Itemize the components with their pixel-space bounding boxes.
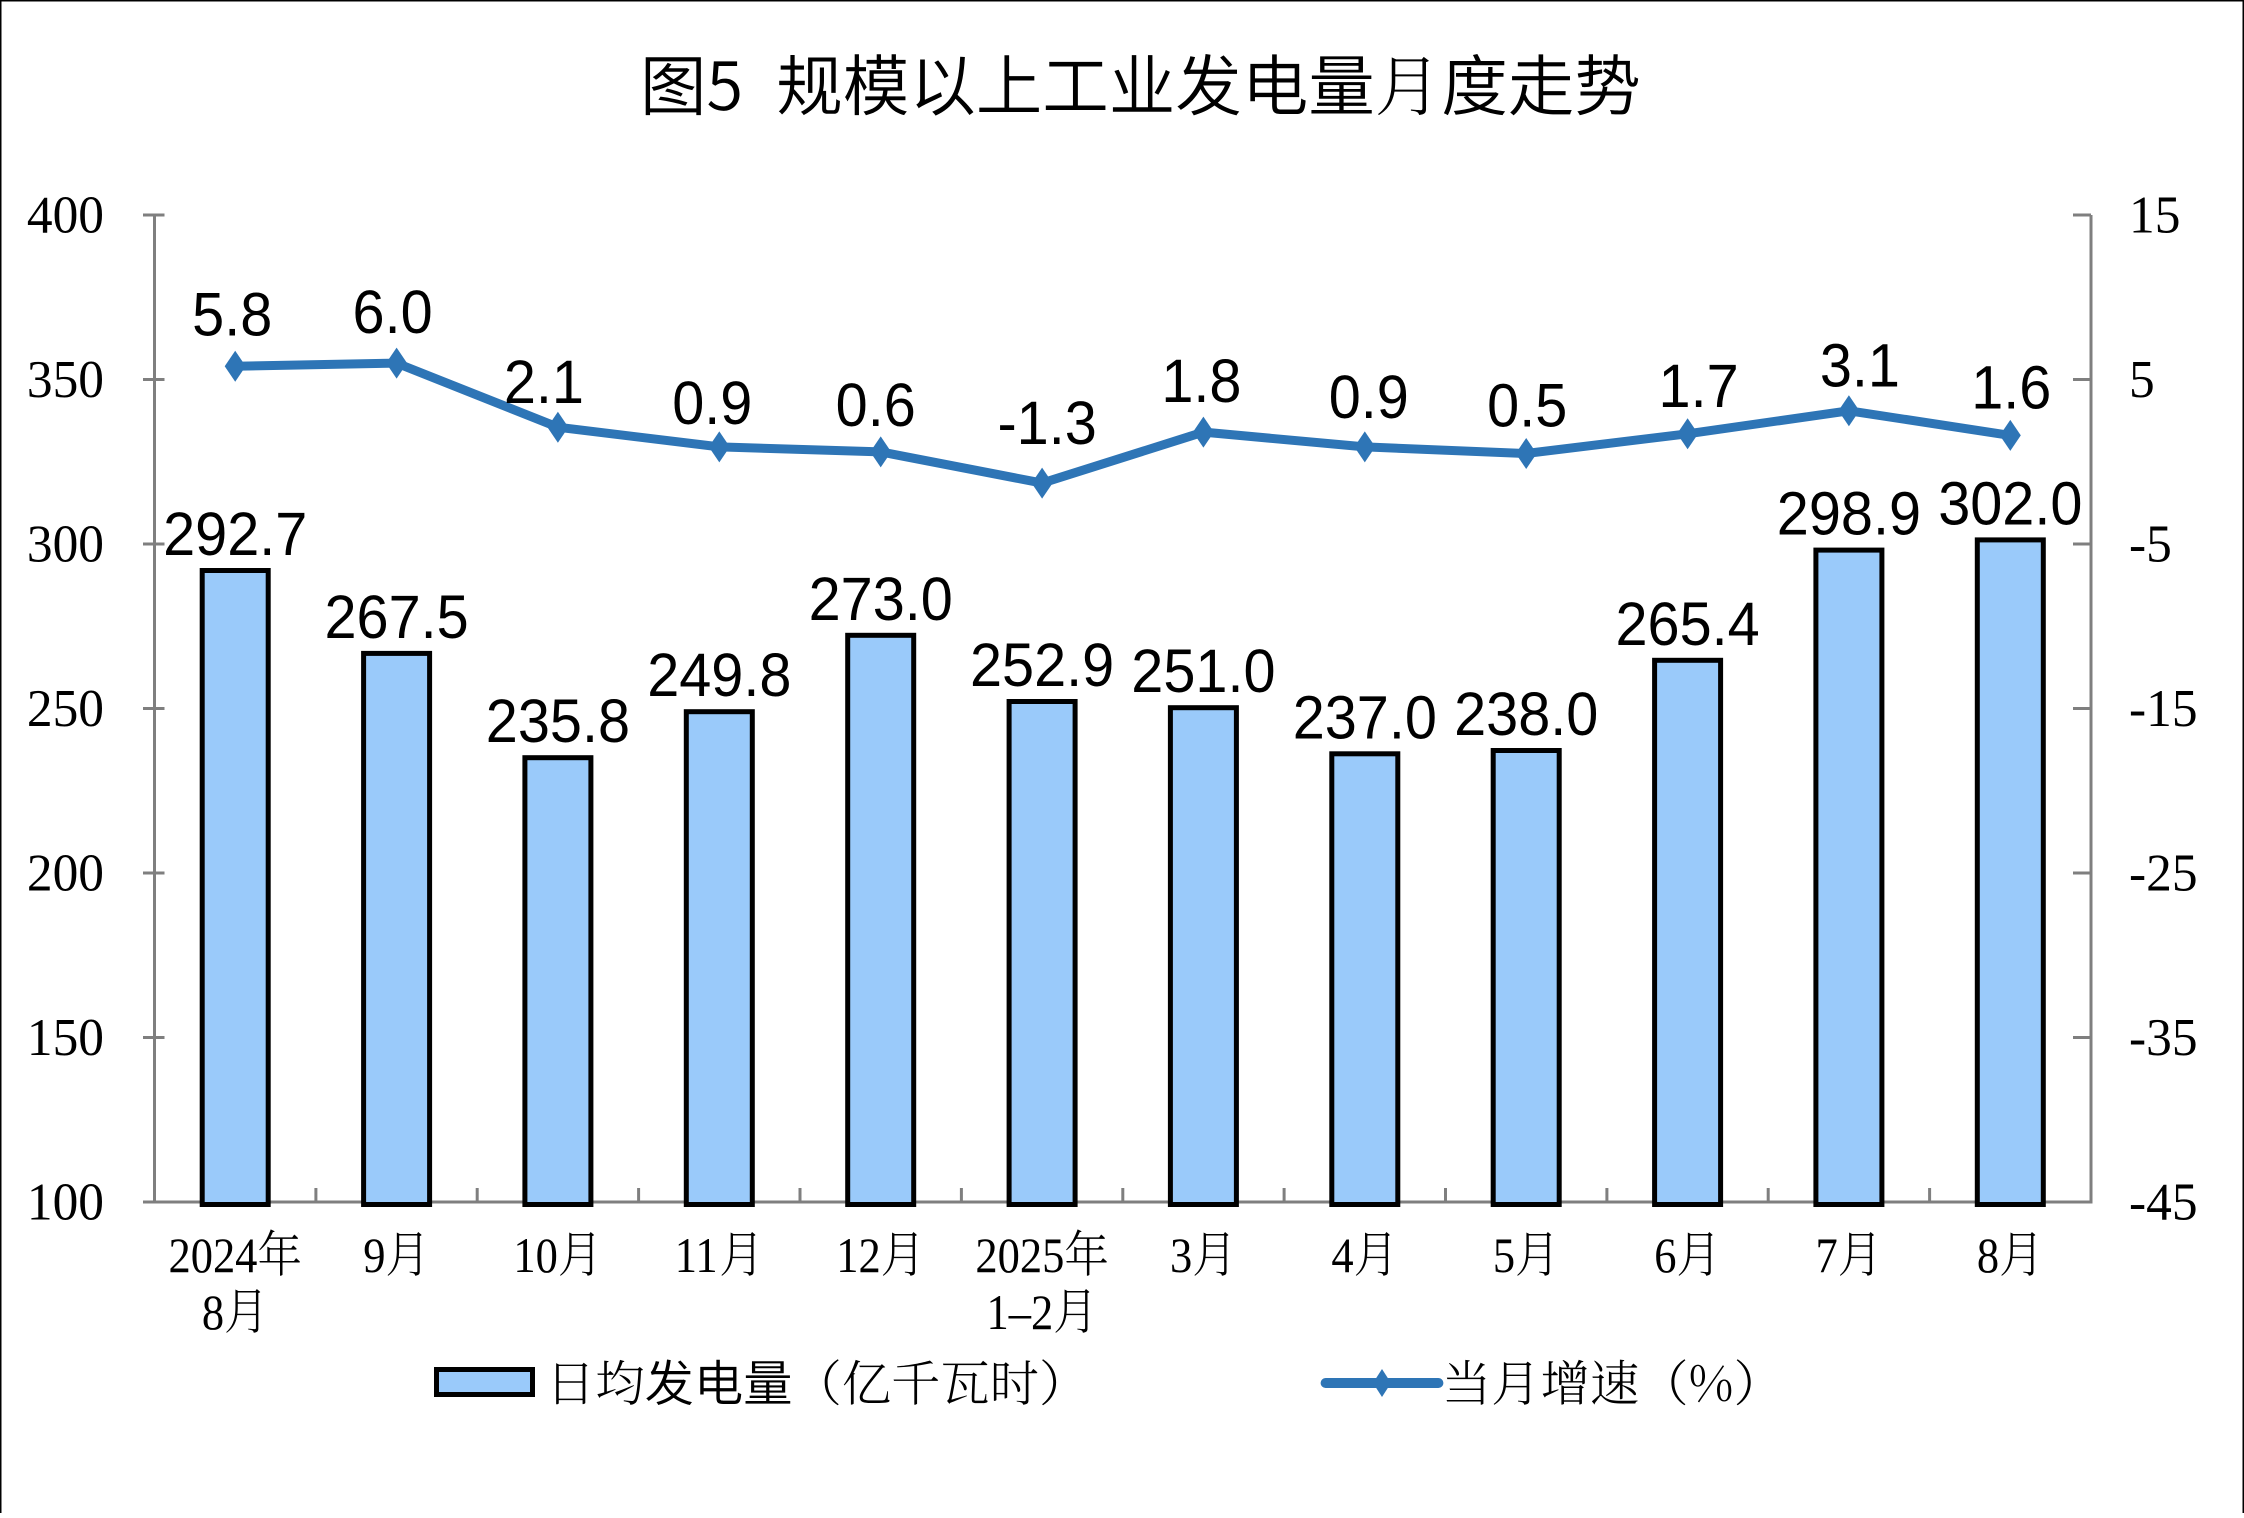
svg-text:300: 300 <box>27 515 104 574</box>
svg-text:273.0: 273.0 <box>809 564 953 633</box>
svg-text:-35: -35 <box>2129 1008 2198 1067</box>
svg-text:0.6: 0.6 <box>836 370 916 439</box>
svg-text:6: 6 <box>1654 1229 1676 1284</box>
svg-text:15: 15 <box>2129 186 2180 245</box>
svg-text:2024: 2024 <box>168 1229 257 1284</box>
svg-text:12: 12 <box>836 1229 880 1284</box>
svg-text:249.8: 249.8 <box>647 641 791 710</box>
svg-text:2.1: 2.1 <box>504 348 584 417</box>
svg-text:-15: -15 <box>2129 679 2198 738</box>
svg-text:9: 9 <box>363 1229 385 1284</box>
svg-text:1.6: 1.6 <box>1971 353 2051 422</box>
svg-text:3: 3 <box>1170 1229 1192 1284</box>
svg-text:100: 100 <box>27 1173 104 1232</box>
svg-text:0.9: 0.9 <box>672 368 752 437</box>
svg-text:265.4: 265.4 <box>1615 589 1759 658</box>
svg-text:6.0: 6.0 <box>353 278 433 347</box>
svg-text:200: 200 <box>27 844 104 903</box>
svg-text:235.8: 235.8 <box>486 687 630 756</box>
svg-text:150: 150 <box>27 1008 104 1067</box>
svg-text:252.9: 252.9 <box>970 630 1114 699</box>
svg-text:4: 4 <box>1331 1229 1353 1284</box>
svg-text:-25: -25 <box>2129 844 2198 903</box>
svg-text:-5: -5 <box>2129 515 2172 574</box>
svg-text:237.0: 237.0 <box>1293 683 1437 752</box>
svg-text:251.0: 251.0 <box>1131 637 1275 706</box>
svg-text:350: 350 <box>27 350 104 409</box>
svg-text:250: 250 <box>27 679 104 738</box>
svg-text:267.5: 267.5 <box>324 582 468 651</box>
svg-text:1.8: 1.8 <box>1161 347 1241 416</box>
svg-text:5: 5 <box>1493 1229 1515 1284</box>
svg-text:2025: 2025 <box>975 1229 1064 1284</box>
svg-text:400: 400 <box>27 186 104 245</box>
svg-text:1.7: 1.7 <box>1659 351 1739 420</box>
svg-text:1–2: 1–2 <box>986 1286 1053 1341</box>
svg-text:10: 10 <box>513 1229 557 1284</box>
svg-text:3.1: 3.1 <box>1820 331 1900 400</box>
svg-text:238.0: 238.0 <box>1454 679 1598 748</box>
svg-text:5.8: 5.8 <box>192 280 272 349</box>
svg-text:292.7: 292.7 <box>163 499 307 568</box>
svg-text:0.5: 0.5 <box>1487 371 1567 440</box>
svg-text:8: 8 <box>202 1286 224 1341</box>
svg-text:7: 7 <box>1816 1229 1838 1284</box>
svg-text:5: 5 <box>2129 350 2155 409</box>
svg-text:-1.3: -1.3 <box>997 389 1096 458</box>
svg-text:302.0: 302.0 <box>1938 469 2082 538</box>
svg-text:8: 8 <box>1977 1229 1999 1284</box>
svg-text:0.9: 0.9 <box>1329 362 1409 431</box>
svg-text:298.9: 298.9 <box>1777 479 1921 548</box>
svg-text:11: 11 <box>675 1229 718 1284</box>
svg-text:-45: -45 <box>2129 1173 2198 1232</box>
